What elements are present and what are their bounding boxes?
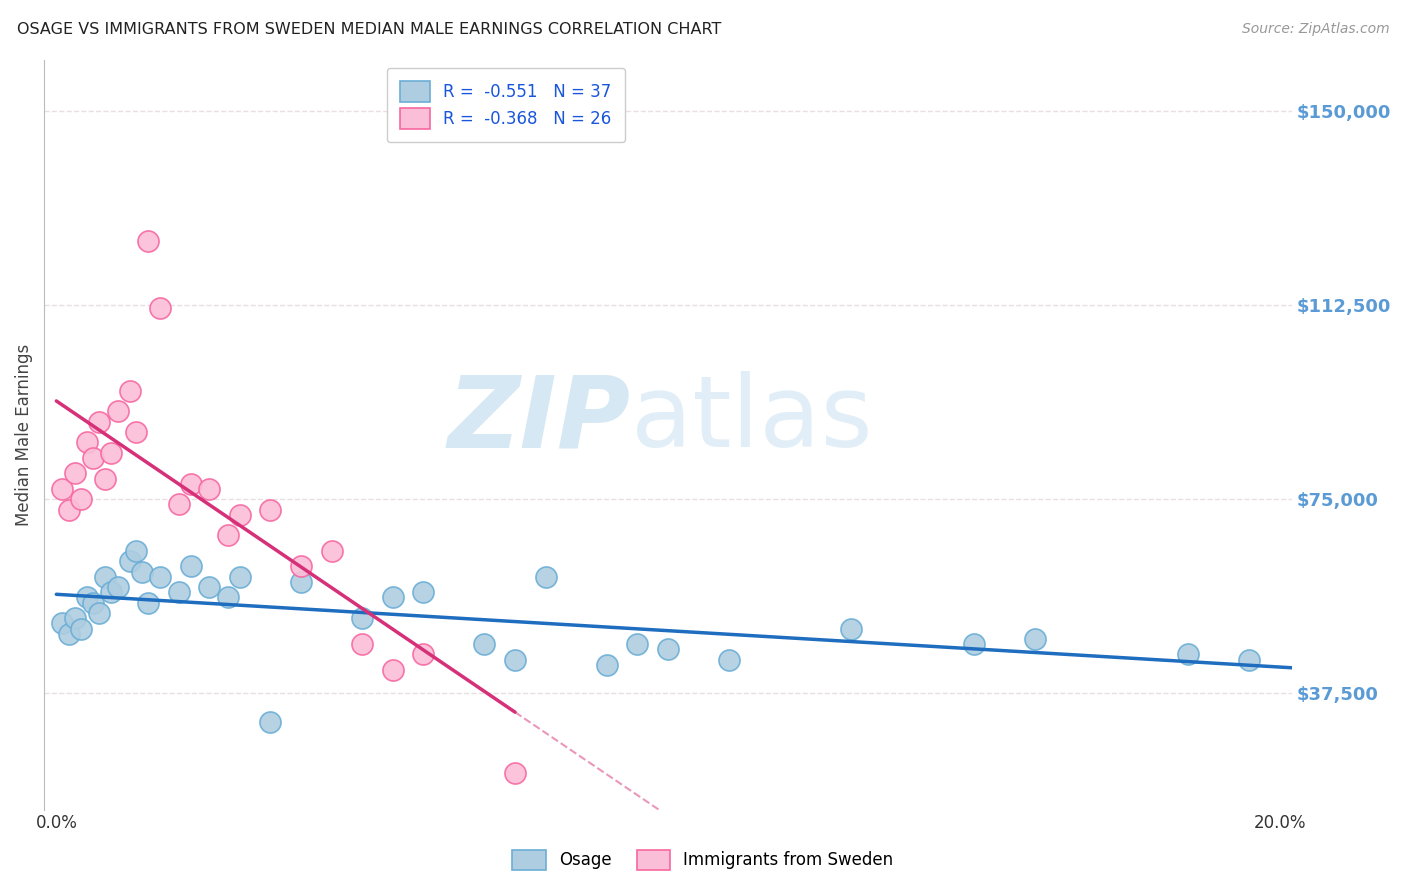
Legend: R =  -0.551   N = 37, R =  -0.368   N = 26: R = -0.551 N = 37, R = -0.368 N = 26 [387, 68, 624, 142]
Point [474, 637, 496, 651]
Point [1237, 652, 1260, 666]
Point [217, 591, 239, 605]
Point [76, 591, 98, 605]
Point [198, 580, 221, 594]
Point [89, 415, 111, 429]
Y-axis label: Median Male Earnings: Median Male Earnings [15, 343, 32, 525]
Point [149, 570, 172, 584]
Point [136, 596, 159, 610]
Point [412, 648, 434, 662]
Point [107, 404, 129, 418]
Point [51, 616, 73, 631]
Point [963, 637, 986, 651]
Point [321, 544, 343, 558]
Point [94, 570, 117, 584]
Point [89, 606, 111, 620]
Point [290, 574, 312, 589]
Point [82, 450, 104, 465]
Point [125, 544, 148, 558]
Point [167, 585, 190, 599]
Text: atlas: atlas [630, 371, 872, 468]
Point [136, 234, 159, 248]
Text: OSAGE VS IMMIGRANTS FROM SWEDEN MEDIAN MALE EARNINGS CORRELATION CHART: OSAGE VS IMMIGRANTS FROM SWEDEN MEDIAN M… [17, 22, 721, 37]
Point [180, 476, 202, 491]
Point [1024, 632, 1046, 646]
Point [352, 637, 374, 651]
Point [352, 611, 374, 625]
Point [118, 554, 141, 568]
Point [118, 384, 141, 398]
Point [259, 502, 281, 516]
Point [841, 622, 863, 636]
Point [149, 301, 172, 315]
Point [131, 565, 153, 579]
Point [229, 508, 252, 522]
Point [290, 559, 312, 574]
Point [51, 482, 73, 496]
Point [69, 622, 91, 636]
Point [503, 652, 526, 666]
Point [198, 482, 221, 496]
Point [94, 471, 117, 485]
Point [626, 637, 648, 651]
Point [63, 467, 86, 481]
Point [82, 596, 104, 610]
Point [180, 559, 202, 574]
Point [100, 585, 122, 599]
Point [69, 492, 91, 507]
Point [381, 591, 404, 605]
Point [1177, 648, 1199, 662]
Point [63, 611, 86, 625]
Text: ZIP: ZIP [447, 371, 630, 468]
Point [657, 642, 679, 657]
Legend: Osage, Immigrants from Sweden: Osage, Immigrants from Sweden [506, 843, 900, 877]
Point [259, 714, 281, 729]
Point [596, 657, 619, 672]
Point [503, 766, 526, 780]
Point [534, 570, 557, 584]
Point [76, 435, 98, 450]
Point [58, 626, 80, 640]
Point [100, 445, 122, 459]
Point [125, 425, 148, 439]
Point [718, 652, 741, 666]
Point [167, 497, 190, 511]
Point [381, 663, 404, 677]
Point [412, 585, 434, 599]
Text: Source: ZipAtlas.com: Source: ZipAtlas.com [1241, 22, 1389, 37]
Point [217, 528, 239, 542]
Point [229, 570, 252, 584]
Point [58, 502, 80, 516]
Point [107, 580, 129, 594]
